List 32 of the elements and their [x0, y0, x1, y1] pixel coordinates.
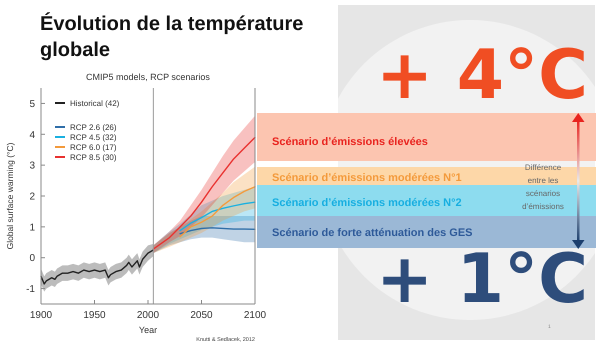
y-tick-label: 2: [29, 192, 36, 202]
y-tick-label: 4: [29, 130, 36, 141]
y-tick-label: 5: [29, 98, 36, 110]
x-tick-label: 1950: [83, 310, 106, 321]
x-tick-label: 1900: [30, 310, 53, 321]
line-series: [179, 186, 256, 238]
y-tick-label: 1: [29, 222, 36, 234]
text: Scénario d’émissions modérées N°2: [272, 197, 462, 209]
line-series: [152, 136, 256, 250]
chart-title: Évolution de la température globale: [40, 12, 304, 61]
text: + 1°C: [376, 240, 588, 319]
y-tick-label: 0: [29, 253, 36, 264]
x-tick-label: 2050: [190, 310, 214, 321]
text: + 4°C: [376, 36, 588, 115]
legend-label: RCP 4.5 (32): [70, 133, 117, 142]
x-tick-label: 2100: [244, 310, 267, 321]
chart-subtitle: CMIP5 models, RCP scenarios: [86, 72, 210, 82]
text: Scénario d’émissions modérées N°1: [272, 172, 462, 184]
y-tick-label: -1: [26, 284, 36, 296]
x-tick-label: 2000: [136, 310, 160, 321]
text: Scénario de forte atténuation des GES: [272, 227, 472, 239]
legend-label: RCP 2.6 (26): [70, 123, 117, 132]
line-series: [40, 249, 154, 285]
y-tick-label: 3: [29, 160, 36, 172]
text: Scénario d’émissions élevées: [272, 136, 428, 148]
x-axis-title: Year: [138, 325, 158, 335]
legend-label: RCP 6.0 (17): [70, 143, 117, 152]
legend-label: RCP 8.5 (30): [70, 153, 117, 162]
text: Différence entre les scénarios d’émissions: [522, 163, 564, 211]
y-axis-title: Global surface warming (°C): [5, 142, 15, 250]
legend-label: Historical (42): [70, 99, 120, 108]
line-series: [179, 201, 256, 232]
